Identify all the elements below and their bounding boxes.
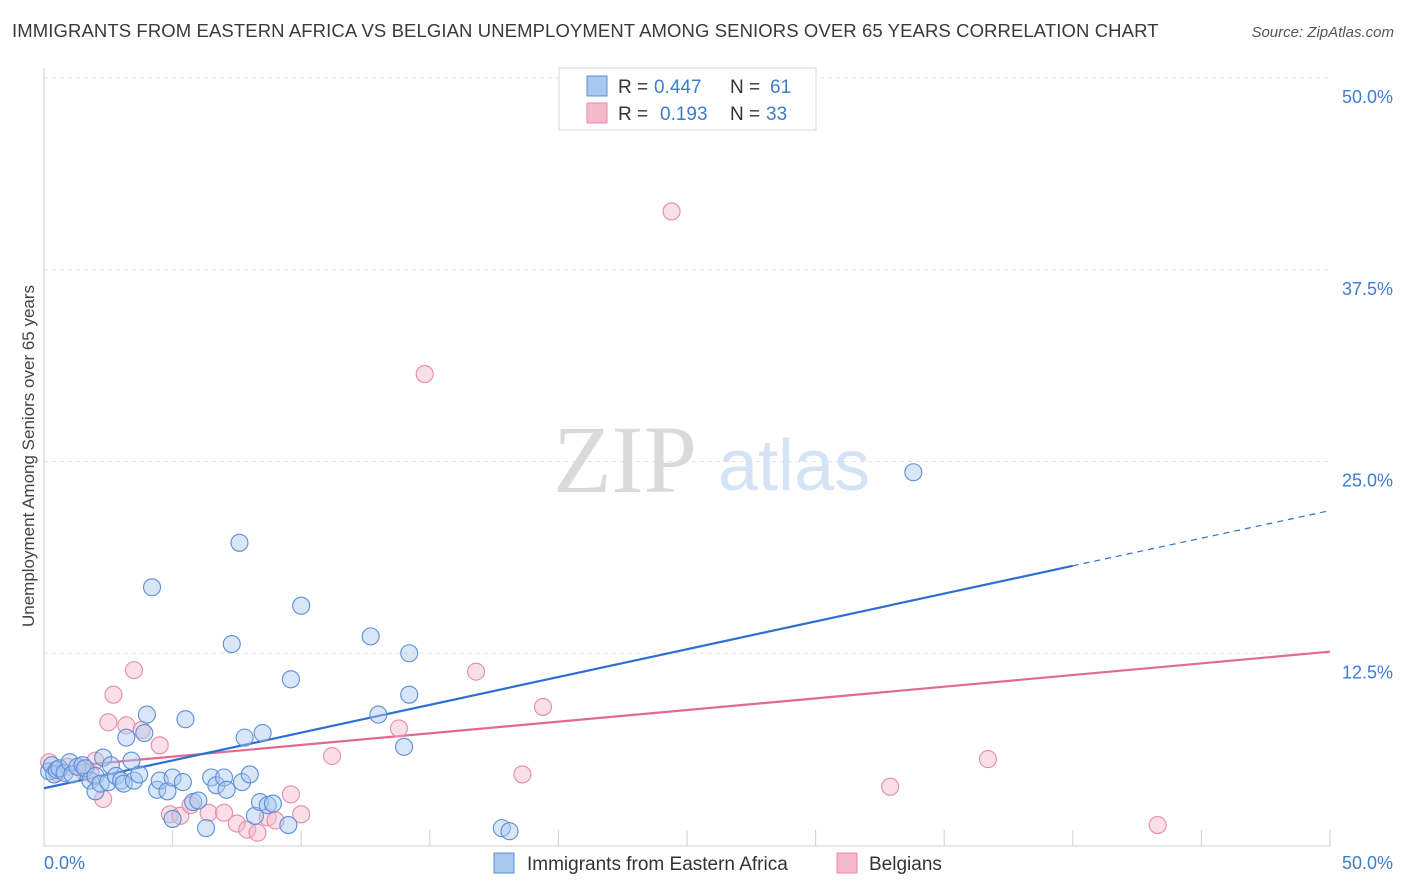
x-tick-label: 50.0%: [1342, 853, 1393, 873]
data-point-immigrants: [163, 768, 182, 787]
data-point-immigrants: [101, 756, 120, 775]
x-tick-label: 0.0%: [44, 853, 85, 873]
data-point-immigrants: [196, 819, 216, 838]
chart-source: Source: ZipAtlas.com: [1251, 24, 1394, 41]
data-point-immigrants: [73, 756, 92, 775]
data-point-belgians: [533, 697, 553, 716]
data-point-immigrants: [207, 776, 226, 795]
trend-line-immigrants: [43, 564, 1074, 790]
data-point-immigrants: [400, 644, 419, 663]
chart-title: IMMIGRANTS FROM EASTERN AFRICA VS BELGIA…: [12, 20, 1159, 41]
y-tick-label: 37.5%: [1342, 279, 1393, 299]
data-point-immigrants: [232, 773, 252, 792]
data-point-belgians: [99, 713, 118, 732]
data-point-immigrants: [240, 765, 259, 784]
data-point-immigrants: [292, 596, 311, 615]
legend-n-label: N =: [730, 77, 760, 98]
axes: [43, 68, 1331, 847]
data-point-belgians: [389, 719, 408, 738]
y-axis-title: Unemployment Among Seniors over 65 years: [19, 285, 38, 627]
data-point-belgians: [1148, 816, 1167, 835]
legend-r-label: R =: [618, 104, 648, 125]
data-point-immigrants: [189, 791, 208, 810]
bottom-legend-label-immigrants: Immigrants from Eastern Africa: [527, 854, 788, 875]
data-point-immigrants: [91, 774, 110, 793]
data-point-immigrants: [130, 765, 149, 784]
watermark-zip: ZIP: [553, 406, 697, 513]
bottom-legend-label-belgians: Belgians: [869, 854, 942, 875]
tick-labels: 12.5% 25.0% 37.5% 50.0% 0.0% 50.0%: [44, 87, 1393, 873]
data-point-immigrants: [279, 816, 298, 835]
data-point-belgians: [94, 789, 113, 809]
grid: [44, 77, 1330, 654]
legend-swatch-blue: [586, 75, 608, 97]
legend-n-value: 61: [770, 77, 791, 98]
data-point-belgians: [662, 202, 681, 221]
data-point-belgians: [467, 662, 486, 681]
data-point-belgians: [227, 814, 246, 833]
legend-swatch-pink: [586, 102, 608, 124]
data-point-belgians: [199, 803, 218, 822]
data-point-immigrants: [230, 533, 249, 552]
data-point-belgians: [323, 746, 342, 766]
data-point-immigrants: [117, 728, 136, 747]
data-point-belgians: [281, 785, 300, 804]
data-point-immigrants: [904, 463, 923, 482]
legend-n-label: N =: [730, 104, 760, 125]
data-point-immigrants: [142, 578, 162, 597]
legend-n-value: 33: [766, 104, 787, 125]
bottom-legend-swatch-blue: [493, 852, 515, 874]
watermark: ZIP atlas: [553, 406, 870, 513]
data-point-immigrants: [253, 723, 272, 743]
data-point-immigrants: [263, 794, 282, 813]
data-point-immigrants: [400, 685, 419, 704]
data-point-belgians: [513, 765, 532, 784]
data-point-immigrants: [158, 782, 177, 801]
data-point-belgians: [124, 661, 144, 680]
legend-r-value: 0.447: [654, 77, 702, 98]
data-points: [40, 202, 1167, 842]
data-point-immigrants: [114, 774, 133, 793]
data-point-belgians: [415, 365, 434, 384]
data-point-immigrants: [135, 723, 154, 743]
data-point-immigrants: [173, 773, 192, 792]
data-point-immigrants: [217, 780, 236, 799]
data-point-immigrants: [500, 822, 519, 841]
trend-line-belgians: [43, 650, 1331, 770]
data-point-immigrants: [395, 737, 414, 756]
data-point-immigrants: [137, 705, 156, 724]
data-point-belgians: [978, 750, 997, 769]
trend-line-immigrants-extension: [1072, 510, 1331, 567]
watermark-atlas: atlas: [718, 426, 870, 506]
bottom-legend: Immigrants from Eastern Africa Belgians: [493, 852, 942, 875]
data-point-belgians: [238, 820, 257, 839]
data-point-belgians: [292, 805, 311, 824]
legend: R = 0.447 N = 61 R = 0.193 N = 33: [558, 67, 817, 131]
legend-r-value: 0.193: [660, 104, 708, 125]
data-point-immigrants: [235, 728, 254, 747]
data-point-belgians: [214, 803, 234, 822]
y-tick-label: 25.0%: [1342, 471, 1393, 491]
data-point-immigrants: [176, 710, 195, 729]
data-point-immigrants: [369, 705, 388, 724]
y-tick-label: 12.5%: [1342, 662, 1393, 682]
data-point-immigrants: [245, 806, 264, 825]
y-tick-label: 50.0%: [1342, 87, 1393, 107]
data-point-immigrants: [281, 670, 300, 689]
data-point-belgians: [104, 685, 123, 704]
data-point-belgians: [150, 736, 169, 755]
data-point-immigrants: [112, 771, 131, 790]
legend-r-label: R =: [618, 77, 648, 98]
bottom-legend-swatch-pink: [836, 852, 858, 874]
data-point-immigrants: [222, 634, 241, 654]
data-point-belgians: [248, 823, 267, 842]
data-point-immigrants: [163, 809, 182, 828]
data-point-immigrants: [122, 751, 141, 770]
data-point-immigrants: [94, 748, 113, 767]
trend-lines: [43, 510, 1331, 790]
data-point-belgians: [881, 777, 900, 796]
data-point-immigrants: [361, 627, 380, 646]
